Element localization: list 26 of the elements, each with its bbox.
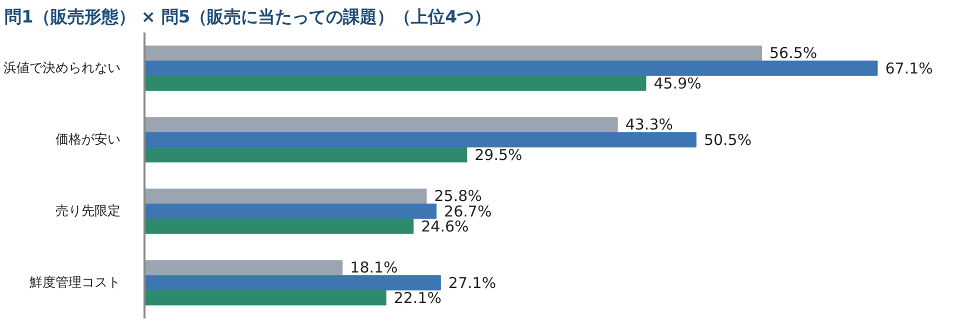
data-label: 50.5% — [704, 130, 752, 149]
bar — [144, 147, 468, 162]
bar — [144, 260, 343, 276]
bar — [144, 46, 762, 61]
bar — [144, 132, 696, 148]
chart-title: 問1（販売形態） × 問5（販売に当たっての課題）（上位4つ） — [4, 8, 492, 28]
data-label: 29.5% — [474, 146, 522, 164]
data-label: 22.1% — [394, 288, 442, 307]
bar — [144, 218, 414, 234]
bar — [144, 76, 646, 91]
bar — [144, 60, 878, 76]
data-label: 27.1% — [448, 274, 496, 292]
data-label: 45.9% — [654, 74, 702, 92]
data-label: 18.1% — [350, 258, 398, 277]
data-label: 56.5% — [769, 44, 818, 62]
y-tick-label: 売り先限定 — [56, 204, 120, 219]
data-label: 67.1% — [885, 59, 933, 78]
bar — [144, 117, 618, 132]
bar — [144, 275, 441, 290]
data-label: 43.3% — [625, 116, 673, 134]
y-tick-label: 浜値で決められない — [4, 60, 120, 76]
y-tick-label: 価格が安い — [56, 131, 120, 148]
bar — [144, 290, 386, 306]
bar — [144, 204, 437, 219]
bar — [144, 188, 427, 204]
y-tick-label: 鮮度管理コスト — [30, 274, 120, 290]
